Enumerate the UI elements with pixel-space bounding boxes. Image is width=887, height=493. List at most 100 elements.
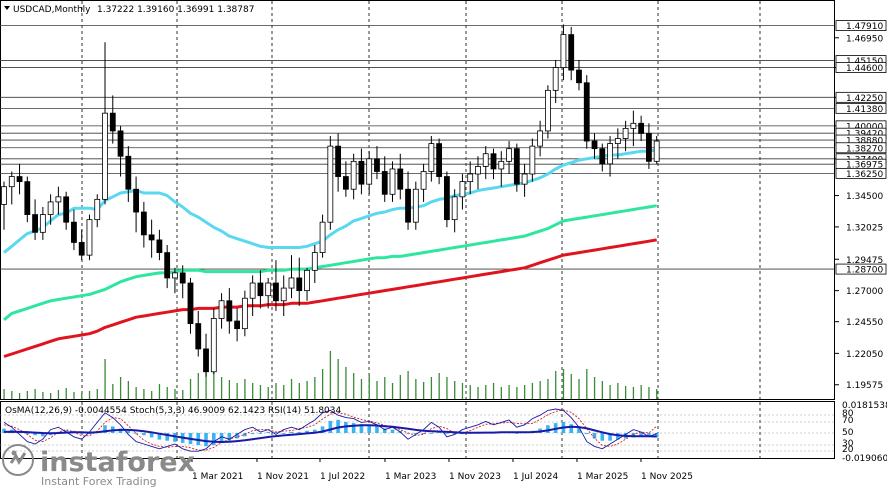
candle[interactable] [436,138,443,185]
candle[interactable] [203,333,209,377]
candle[interactable] [257,270,264,309]
candle[interactable] [226,288,233,334]
symbol-dropdown-icon[interactable] [4,6,10,10]
candle[interactable] [241,290,248,337]
candle[interactable] [545,85,551,139]
candle[interactable] [24,176,31,223]
candle[interactable] [552,59,559,104]
candle[interactable] [39,206,46,240]
candle[interactable] [187,277,194,334]
candle[interactable] [653,135,660,164]
candle[interactable] [71,209,77,251]
candle[interactable] [172,267,178,294]
candle[interactable] [630,110,637,147]
candle[interactable] [638,115,645,142]
candle[interactable] [467,161,474,195]
candles-layer[interactable] [1,24,660,377]
volume-bar [174,389,176,399]
candle[interactable] [506,141,512,175]
osma-bar [142,433,146,436]
volume-bar [228,380,231,399]
candle[interactable] [374,146,380,180]
candle[interactable] [195,310,202,357]
candle[interactable] [513,143,520,192]
candle[interactable] [304,267,310,301]
candle[interactable] [78,229,85,261]
candle[interactable] [265,277,272,309]
candle[interactable] [280,275,287,316]
volume-bar [391,383,394,399]
candle[interactable] [482,146,489,180]
date-axis[interactable]: 1 Mar 2021 1 Nov 2021 1 Jul 2022 1 Mar 2023… [191,458,693,482]
candle[interactable] [156,229,163,261]
candle[interactable] [576,59,582,91]
candle[interactable] [475,156,481,190]
candle[interactable] [311,244,318,284]
candle[interactable] [599,143,606,172]
candle[interactable] [210,308,217,375]
candle[interactable] [358,148,365,195]
candle[interactable] [405,171,411,230]
candle[interactable] [412,181,419,230]
candle[interactable] [335,133,342,192]
candle[interactable] [428,135,435,182]
candle[interactable] [397,153,404,200]
candle[interactable] [140,201,147,248]
candle[interactable] [273,260,279,311]
candle[interactable] [94,194,101,228]
candle[interactable] [607,135,613,177]
price-level-tag: 1.36250 [835,167,887,180]
candle[interactable] [55,186,62,215]
candle[interactable] [622,120,629,152]
candle[interactable] [342,161,349,197]
symbol-label[interactable]: USDCAD,Monthly [13,5,91,15]
candle[interactable] [521,163,528,197]
candle[interactable] [32,199,38,240]
candle[interactable] [125,146,132,202]
candle[interactable] [568,26,575,81]
candle[interactable] [366,151,373,195]
candle[interactable] [443,171,450,228]
candle[interactable] [591,133,598,159]
candle[interactable] [420,163,427,202]
candle[interactable] [288,255,295,299]
candle[interactable] [529,138,536,182]
candle[interactable] [86,214,93,261]
candle[interactable] [1,181,7,230]
candle[interactable] [117,125,124,177]
osma-bar [219,433,224,443]
candle[interactable] [16,163,23,195]
candle[interactable] [249,275,256,316]
candle[interactable] [47,194,54,225]
candle[interactable] [164,244,171,289]
candle[interactable] [179,265,186,299]
osma-bar [351,423,356,433]
candle[interactable] [490,148,497,180]
candle[interactable] [63,191,70,230]
candle[interactable] [327,135,334,230]
candle[interactable] [560,24,567,81]
candle[interactable] [133,176,139,233]
candle[interactable] [102,42,108,205]
candle[interactable] [451,189,458,233]
date-axis-label: 1 Mar 2021 [192,472,243,482]
candle[interactable] [583,75,590,149]
candle[interactable] [148,219,155,258]
candle[interactable] [109,95,116,144]
candle[interactable] [8,171,15,205]
candle[interactable] [537,120,544,157]
candle[interactable] [234,308,241,342]
candle[interactable] [614,128,621,159]
candle[interactable] [389,161,396,202]
price-axis[interactable]: 1.469501.446001.422501.400001.374001.345… [834,34,883,391]
candle[interactable] [498,151,505,187]
candle[interactable] [646,123,652,169]
candle[interactable] [381,156,388,202]
candle[interactable] [296,257,303,306]
candle[interactable] [459,174,466,210]
candle[interactable] [319,214,326,258]
candle[interactable] [350,153,357,200]
candle[interactable] [218,293,225,329]
